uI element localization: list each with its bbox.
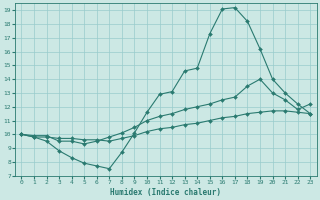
X-axis label: Humidex (Indice chaleur): Humidex (Indice chaleur) xyxy=(110,188,221,197)
